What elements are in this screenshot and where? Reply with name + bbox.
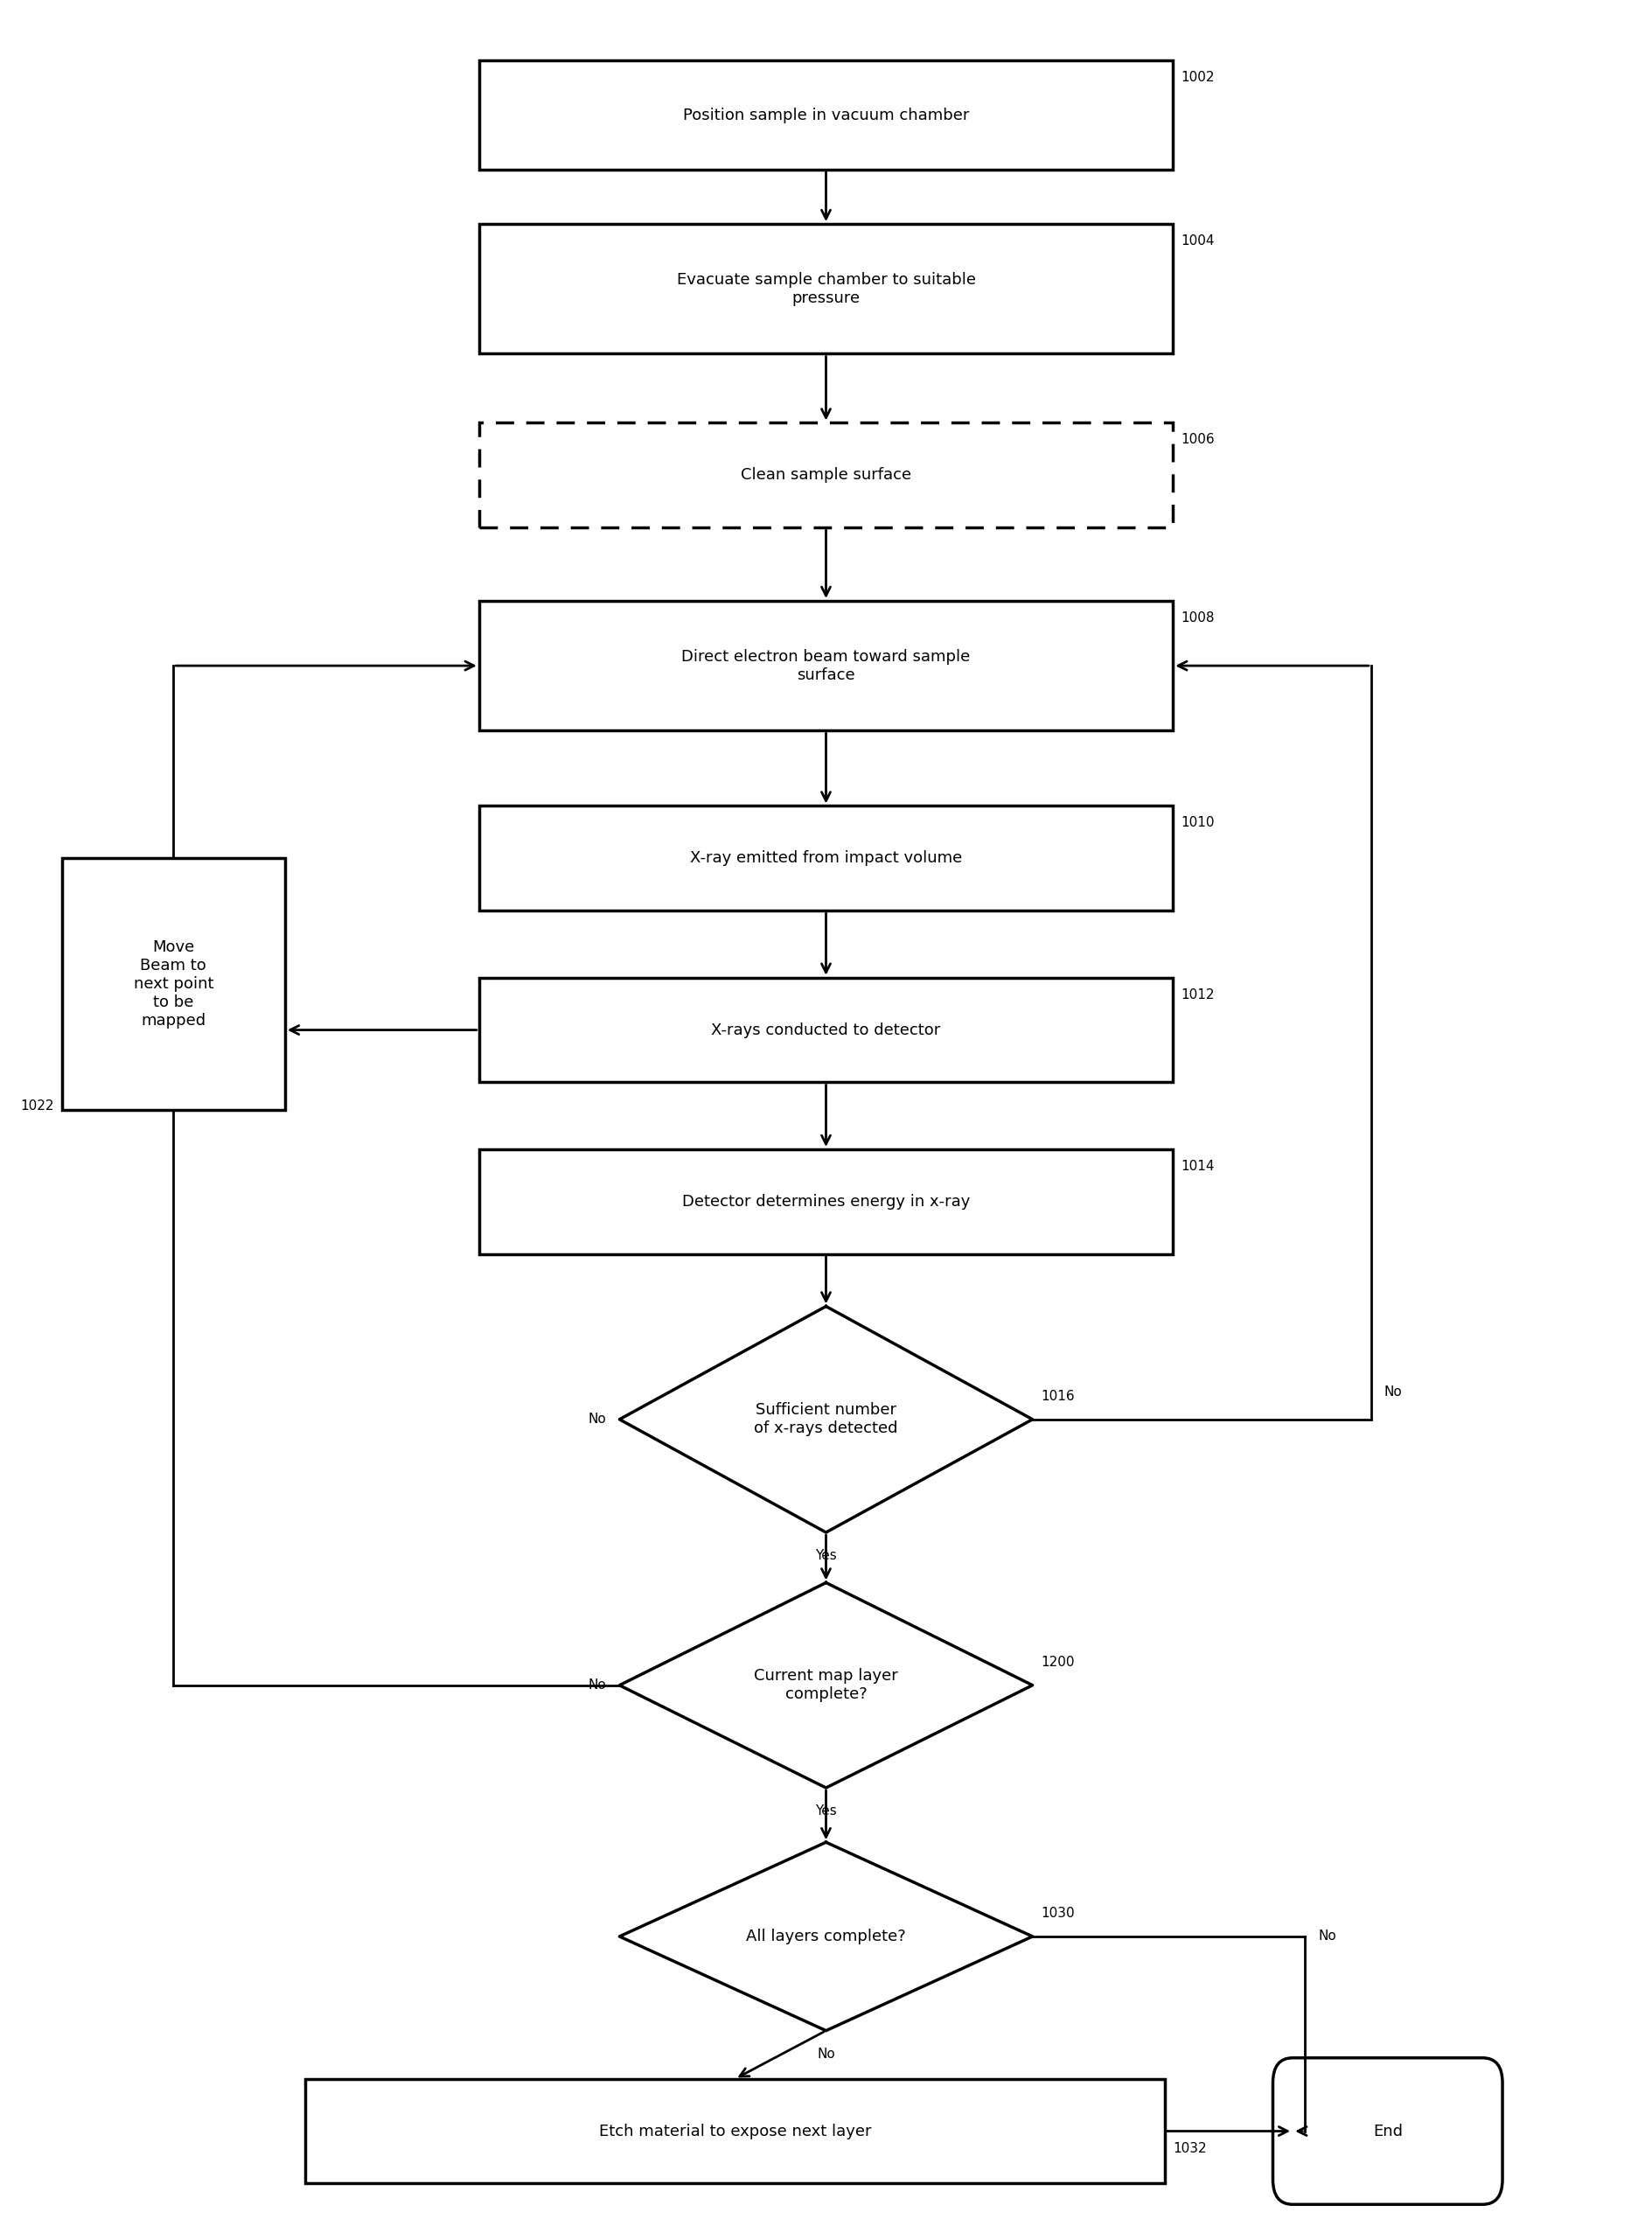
Text: 1008: 1008 xyxy=(1181,612,1214,625)
Text: Yes: Yes xyxy=(814,1550,838,1561)
Text: 1030: 1030 xyxy=(1041,1906,1074,1920)
Text: 1014: 1014 xyxy=(1181,1160,1214,1174)
Text: X-rays conducted to detector: X-rays conducted to detector xyxy=(712,1021,940,1037)
Text: Direct electron beam toward sample
surface: Direct electron beam toward sample surfa… xyxy=(682,650,970,683)
Text: Move
Beam to
next point
to be
mapped: Move Beam to next point to be mapped xyxy=(134,939,213,1028)
Bar xyxy=(61,858,284,1109)
Text: No: No xyxy=(818,2047,834,2061)
Text: Yes: Yes xyxy=(814,1805,838,1817)
Bar xyxy=(479,224,1173,354)
Text: 1002: 1002 xyxy=(1181,72,1214,85)
Bar xyxy=(479,806,1173,912)
Bar xyxy=(479,60,1173,170)
Text: 1010: 1010 xyxy=(1181,815,1214,829)
Text: Clean sample surface: Clean sample surface xyxy=(740,468,912,484)
Text: 1016: 1016 xyxy=(1041,1389,1074,1402)
Text: No: No xyxy=(588,1678,606,1691)
Polygon shape xyxy=(620,1584,1032,1788)
Bar xyxy=(479,977,1173,1082)
Text: X-ray emitted from impact volume: X-ray emitted from impact volume xyxy=(691,851,961,867)
Polygon shape xyxy=(620,1306,1032,1532)
Text: Detector determines energy in x-ray: Detector determines energy in x-ray xyxy=(682,1194,970,1210)
Text: 1012: 1012 xyxy=(1181,988,1214,1001)
Text: 1022: 1022 xyxy=(20,1100,53,1113)
Text: Evacuate sample chamber to suitable
pressure: Evacuate sample chamber to suitable pres… xyxy=(676,271,976,307)
Text: 1032: 1032 xyxy=(1173,2141,1206,2155)
FancyBboxPatch shape xyxy=(1274,2059,1503,2204)
Text: No: No xyxy=(1384,1384,1403,1398)
Text: Etch material to expose next layer: Etch material to expose next layer xyxy=(600,2124,871,2139)
Text: Position sample in vacuum chamber: Position sample in vacuum chamber xyxy=(682,108,970,123)
Bar xyxy=(306,2079,1165,2184)
Text: All layers complete?: All layers complete? xyxy=(747,1929,905,1944)
Text: 1006: 1006 xyxy=(1181,432,1214,446)
Text: Current map layer
complete?: Current map layer complete? xyxy=(753,1669,899,1702)
Text: No: No xyxy=(1318,1931,1336,1942)
Text: No: No xyxy=(588,1413,606,1427)
Text: 1200: 1200 xyxy=(1041,1655,1074,1669)
Bar xyxy=(479,423,1173,529)
Text: Sufficient number
of x-rays detected: Sufficient number of x-rays detected xyxy=(753,1402,899,1436)
Polygon shape xyxy=(620,1841,1032,2032)
Bar xyxy=(479,600,1173,730)
Text: End: End xyxy=(1373,2124,1403,2139)
Bar xyxy=(479,1149,1173,1254)
Text: 1004: 1004 xyxy=(1181,235,1214,249)
